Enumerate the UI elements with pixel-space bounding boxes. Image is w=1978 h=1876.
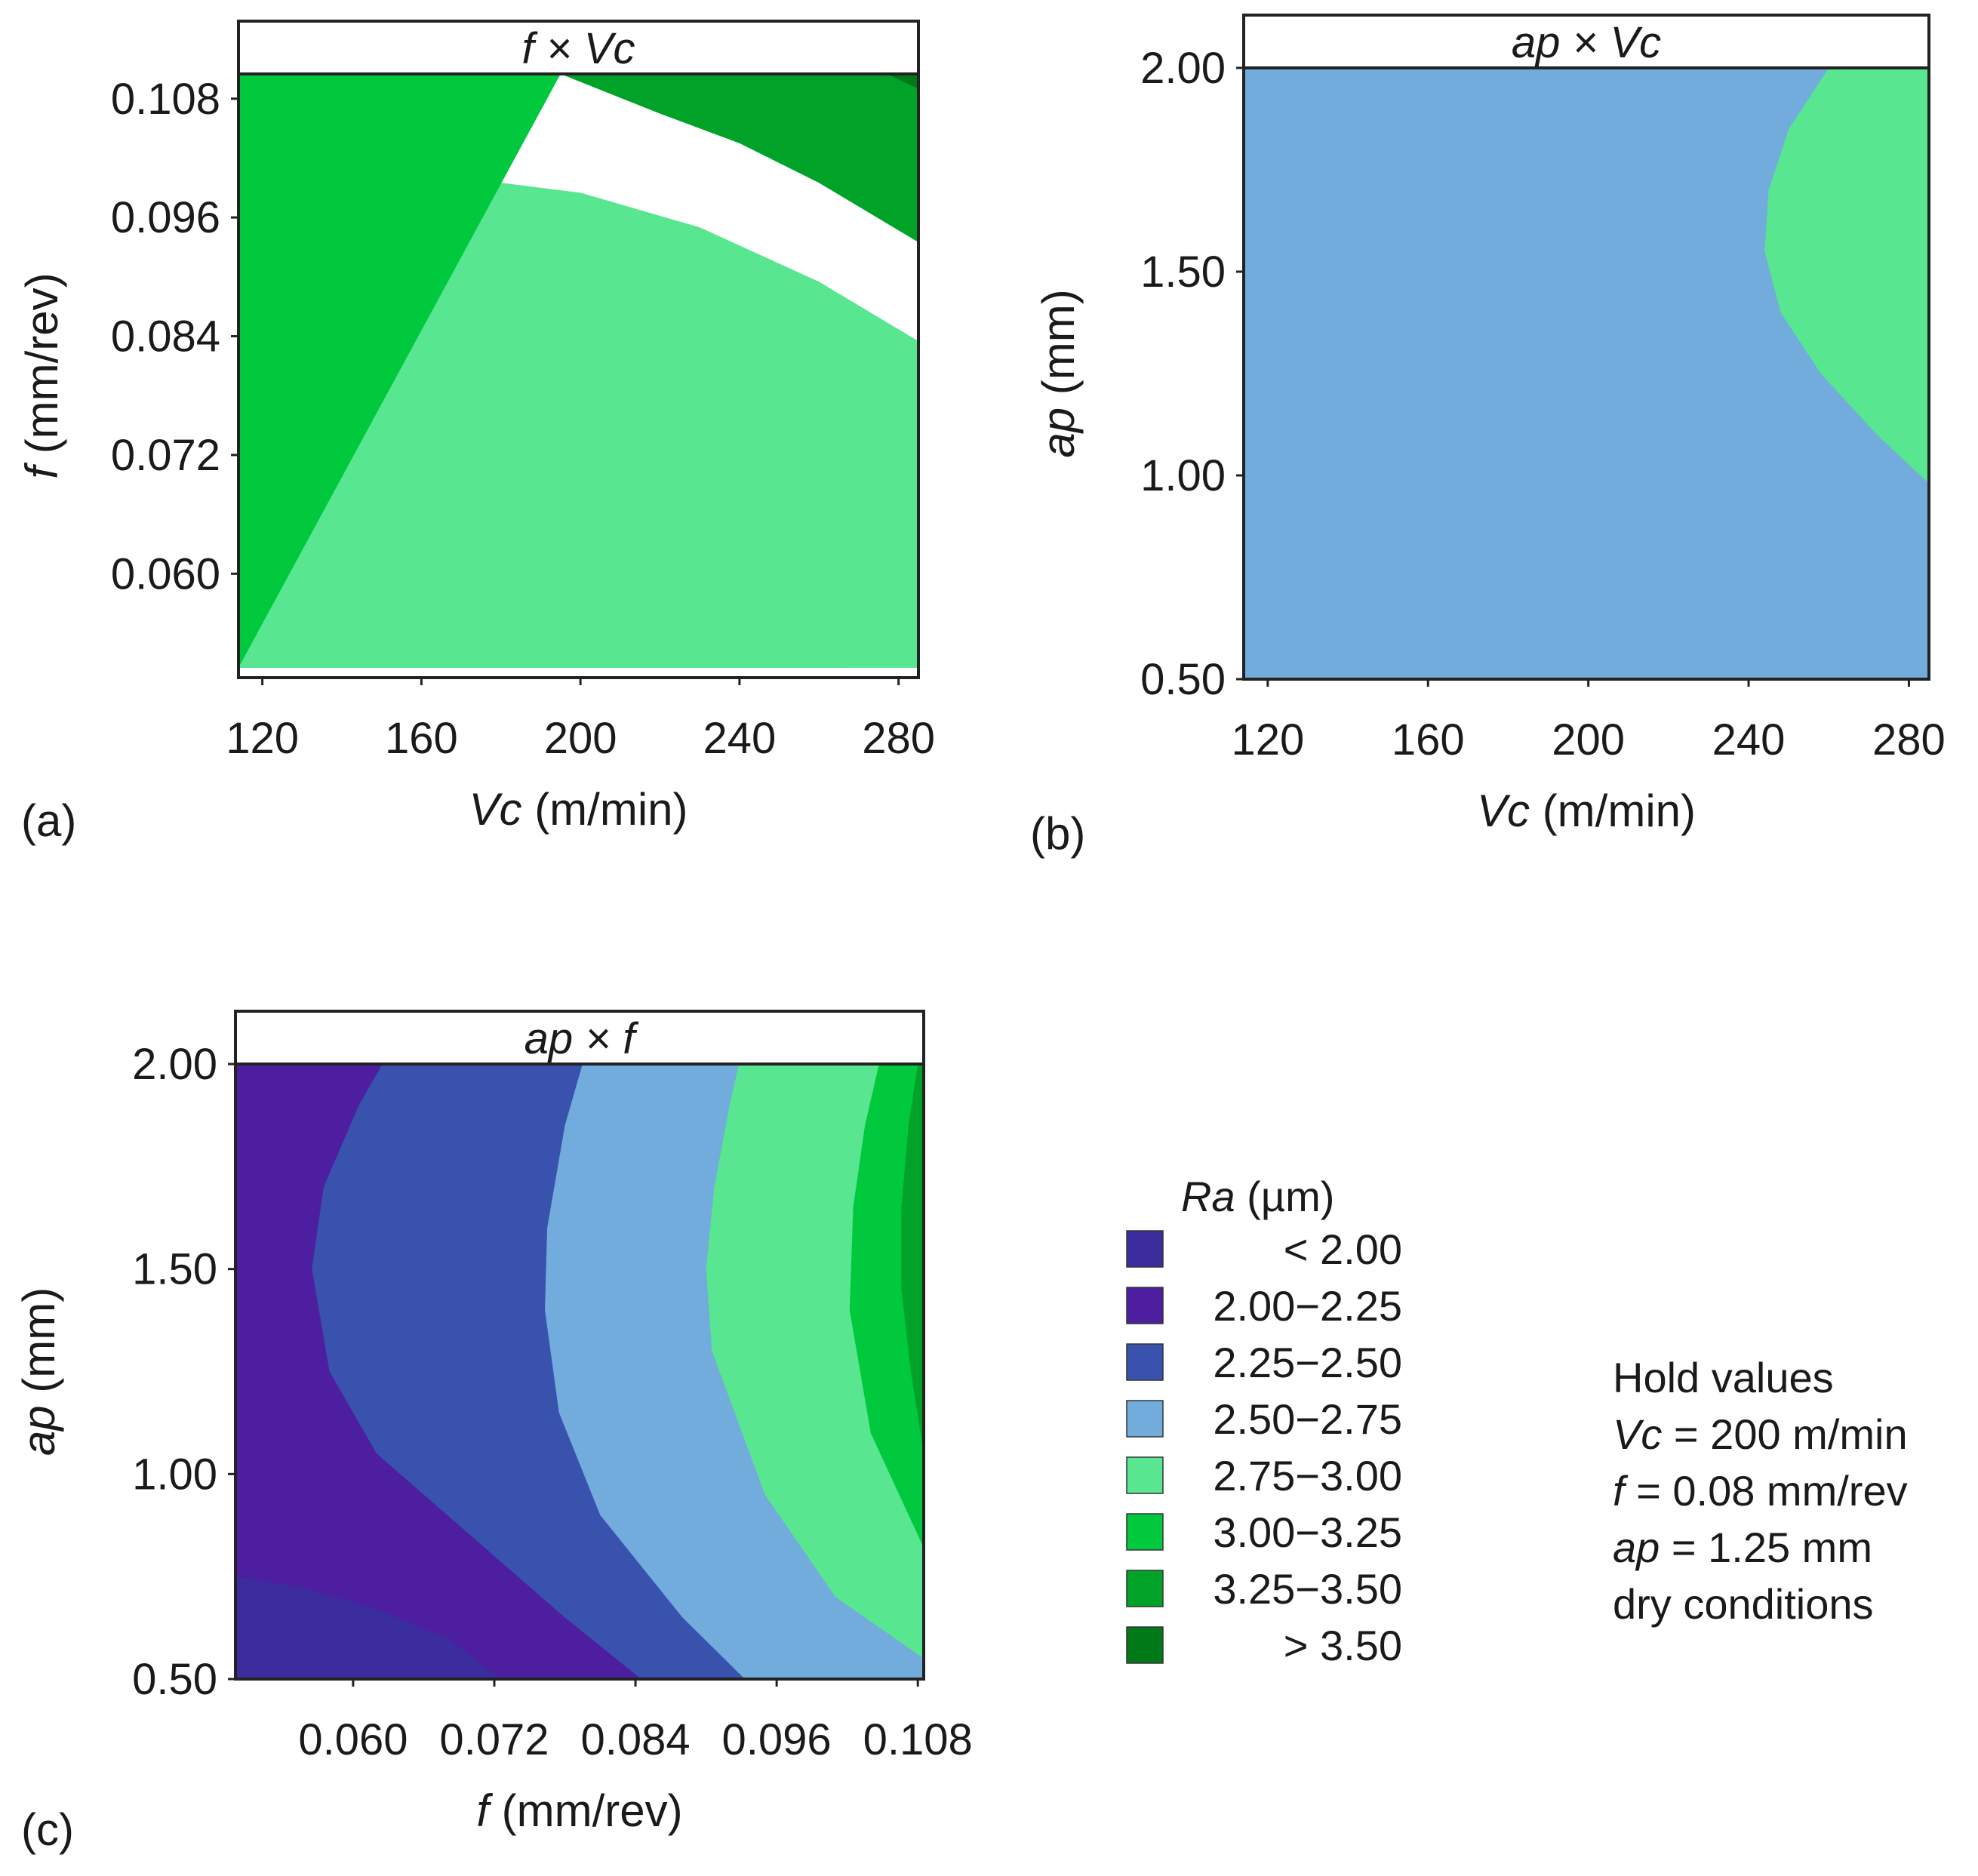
chart-panel-0: f × Vc 120 160 200 240 280 0.108 0.096 0.084 0.07… [17, 20, 935, 846]
y-tick-label: 2.00 [132, 1040, 217, 1089]
legend-label: < 2.00 [1284, 1226, 1402, 1273]
y-tick-label: 0.108 [111, 75, 220, 124]
contour-regions [235, 1064, 924, 1679]
legend-items: < 2.00 2.00−2.25 2.25−2.50 2.50−2.75 2.75−3.… [1126, 1226, 1402, 1669]
legend-swatch [1126, 1456, 1164, 1494]
y-tick-label: 1.00 [1140, 451, 1226, 500]
panel-title: f × Vc [522, 24, 635, 73]
x-tick-label: 160 [385, 714, 458, 763]
legend-swatch [1126, 1626, 1164, 1664]
y-axis-title: f (mm/rev) [17, 272, 67, 478]
x-tick-label: 0.084 [580, 1715, 690, 1764]
contour-region-2-50-2-75 [1244, 68, 1929, 679]
y-axis-title: ap (mm) [1033, 289, 1084, 457]
contour-region-3-00-3-25 [238, 74, 918, 668]
y-tick-label: 0.50 [1140, 655, 1226, 704]
y-tick-label: 0.060 [111, 549, 220, 598]
contour-region-3-25-3-50 [560, 74, 918, 242]
x-axis-title: Vc (m/min) [469, 784, 688, 835]
legend-item: < 2.00 [1126, 1226, 1402, 1273]
legend-item: 2.25−2.50 [1126, 1339, 1402, 1386]
legend-swatch [1126, 1343, 1164, 1381]
x-tick-label: 200 [544, 714, 617, 763]
panel-title-strip [234, 1010, 925, 1066]
x-tick-label: 0.072 [439, 1715, 549, 1764]
x-tick-label: 280 [862, 714, 935, 763]
y-axis-title: ap (mm) [14, 1287, 64, 1456]
x-tick-label: 0.060 [298, 1715, 408, 1764]
legend-label: 3.00−3.25 [1213, 1508, 1402, 1556]
legend-item: 2.75−3.00 [1126, 1452, 1402, 1499]
hold-value-line: ap = 1.25 mm [1613, 1524, 1872, 1571]
y-tick-label: 1.50 [1140, 248, 1226, 297]
x-tick-label: 0.096 [722, 1715, 832, 1764]
contour-region-lt-2-00 [235, 1576, 500, 1679]
panel-title: ap × Vc [1512, 18, 1661, 67]
x-tick-label: 240 [1712, 715, 1786, 764]
y-tick-label: 0.096 [111, 193, 220, 242]
legend-swatch [1126, 1513, 1164, 1551]
x-tick-label: 120 [1231, 715, 1304, 764]
y-tick-label: 2.00 [1140, 44, 1226, 93]
legend-swatch [1126, 1287, 1164, 1324]
panel-label: (c) [21, 1804, 74, 1855]
charts-layer: f × Vc 120 160 200 240 280 0.108 0.096 0.084 0.07… [14, 14, 1946, 1855]
x-tick-label: 280 [1872, 715, 1946, 764]
panel-title: ap × f [524, 1014, 640, 1063]
legend-item: > 3.50 [1126, 1622, 1402, 1669]
hold-value-line: f = 0.08 mm/rev [1613, 1467, 1908, 1515]
x-tick-label: 200 [1552, 715, 1625, 764]
y-tick-label: 0.084 [111, 312, 220, 361]
panel-title-strip [1242, 14, 1930, 69]
legend-title: Ra (µm) [1181, 1173, 1334, 1220]
x-tick-label: 0.108 [863, 1715, 973, 1764]
contour-region-3-25-3-50 [901, 1064, 924, 1454]
hold-value-line: dry conditions [1613, 1580, 1874, 1628]
legend-swatch [1126, 1400, 1164, 1438]
legend-label: 3.25−3.50 [1213, 1565, 1402, 1613]
x-tick-label: 160 [1392, 715, 1465, 764]
hold-values-lines: Vc = 200 m/min f = 0.08 mm/rev ap = 1.25 m… [1613, 1410, 1908, 1628]
y-tick-label: 1.50 [132, 1245, 217, 1294]
contour-regions [238, 74, 918, 668]
x-tick-label: 240 [703, 714, 777, 763]
legend: Ra (µm) < 2.00 2.00−2.25 2.25−2.50 2.50−2.7… [1126, 1173, 1402, 1669]
y-tick-label: 0.50 [132, 1655, 217, 1704]
x-tick-label: 120 [226, 714, 299, 763]
legend-label: 2.75−3.00 [1213, 1452, 1402, 1499]
x-axis-title: Vc (m/min) [1477, 786, 1696, 836]
hold-values: Hold values Vc = 200 m/min f = 0.08 mm/re… [1613, 1354, 1908, 1628]
contour-region-gt-3-50 [886, 74, 918, 89]
contour-region-2-75-3-00 [1764, 68, 1929, 484]
legend-item: 2.50−2.75 [1126, 1395, 1402, 1443]
legend-label: 2.25−2.50 [1213, 1339, 1402, 1386]
hold-values-title: Hold values [1613, 1354, 1834, 1401]
legend-label: > 3.50 [1284, 1622, 1402, 1669]
y-tick-label: 0.072 [111, 431, 220, 480]
legend-label: 2.00−2.25 [1213, 1282, 1402, 1330]
legend-swatch [1126, 1570, 1164, 1607]
hold-value-line: Vc = 200 m/min [1613, 1410, 1908, 1458]
x-axis-title: f (mm/rev) [476, 1785, 682, 1836]
panel-title-strip [237, 20, 920, 75]
panel-label: (b) [1030, 808, 1085, 859]
chart-panel-2: ap × f 0.060 0.072 0.084 0.096 0.108 2.00 1.50 1… [14, 1010, 973, 1855]
panel-label: (a) [21, 795, 76, 846]
legend-label: 2.50−2.75 [1213, 1395, 1402, 1443]
chart-panel-1: ap × Vc 120 160 200 240 280 2.00 1.50 1.00 0.50 Vc… [1030, 14, 1946, 859]
legend-item: 3.00−3.25 [1126, 1508, 1402, 1556]
legend-swatch [1126, 1230, 1164, 1268]
legend-item: 3.25−3.50 [1126, 1565, 1402, 1613]
contour-regions [1244, 68, 1929, 679]
legend-item: 2.00−2.25 [1126, 1282, 1402, 1330]
y-tick-label: 1.00 [132, 1450, 217, 1499]
